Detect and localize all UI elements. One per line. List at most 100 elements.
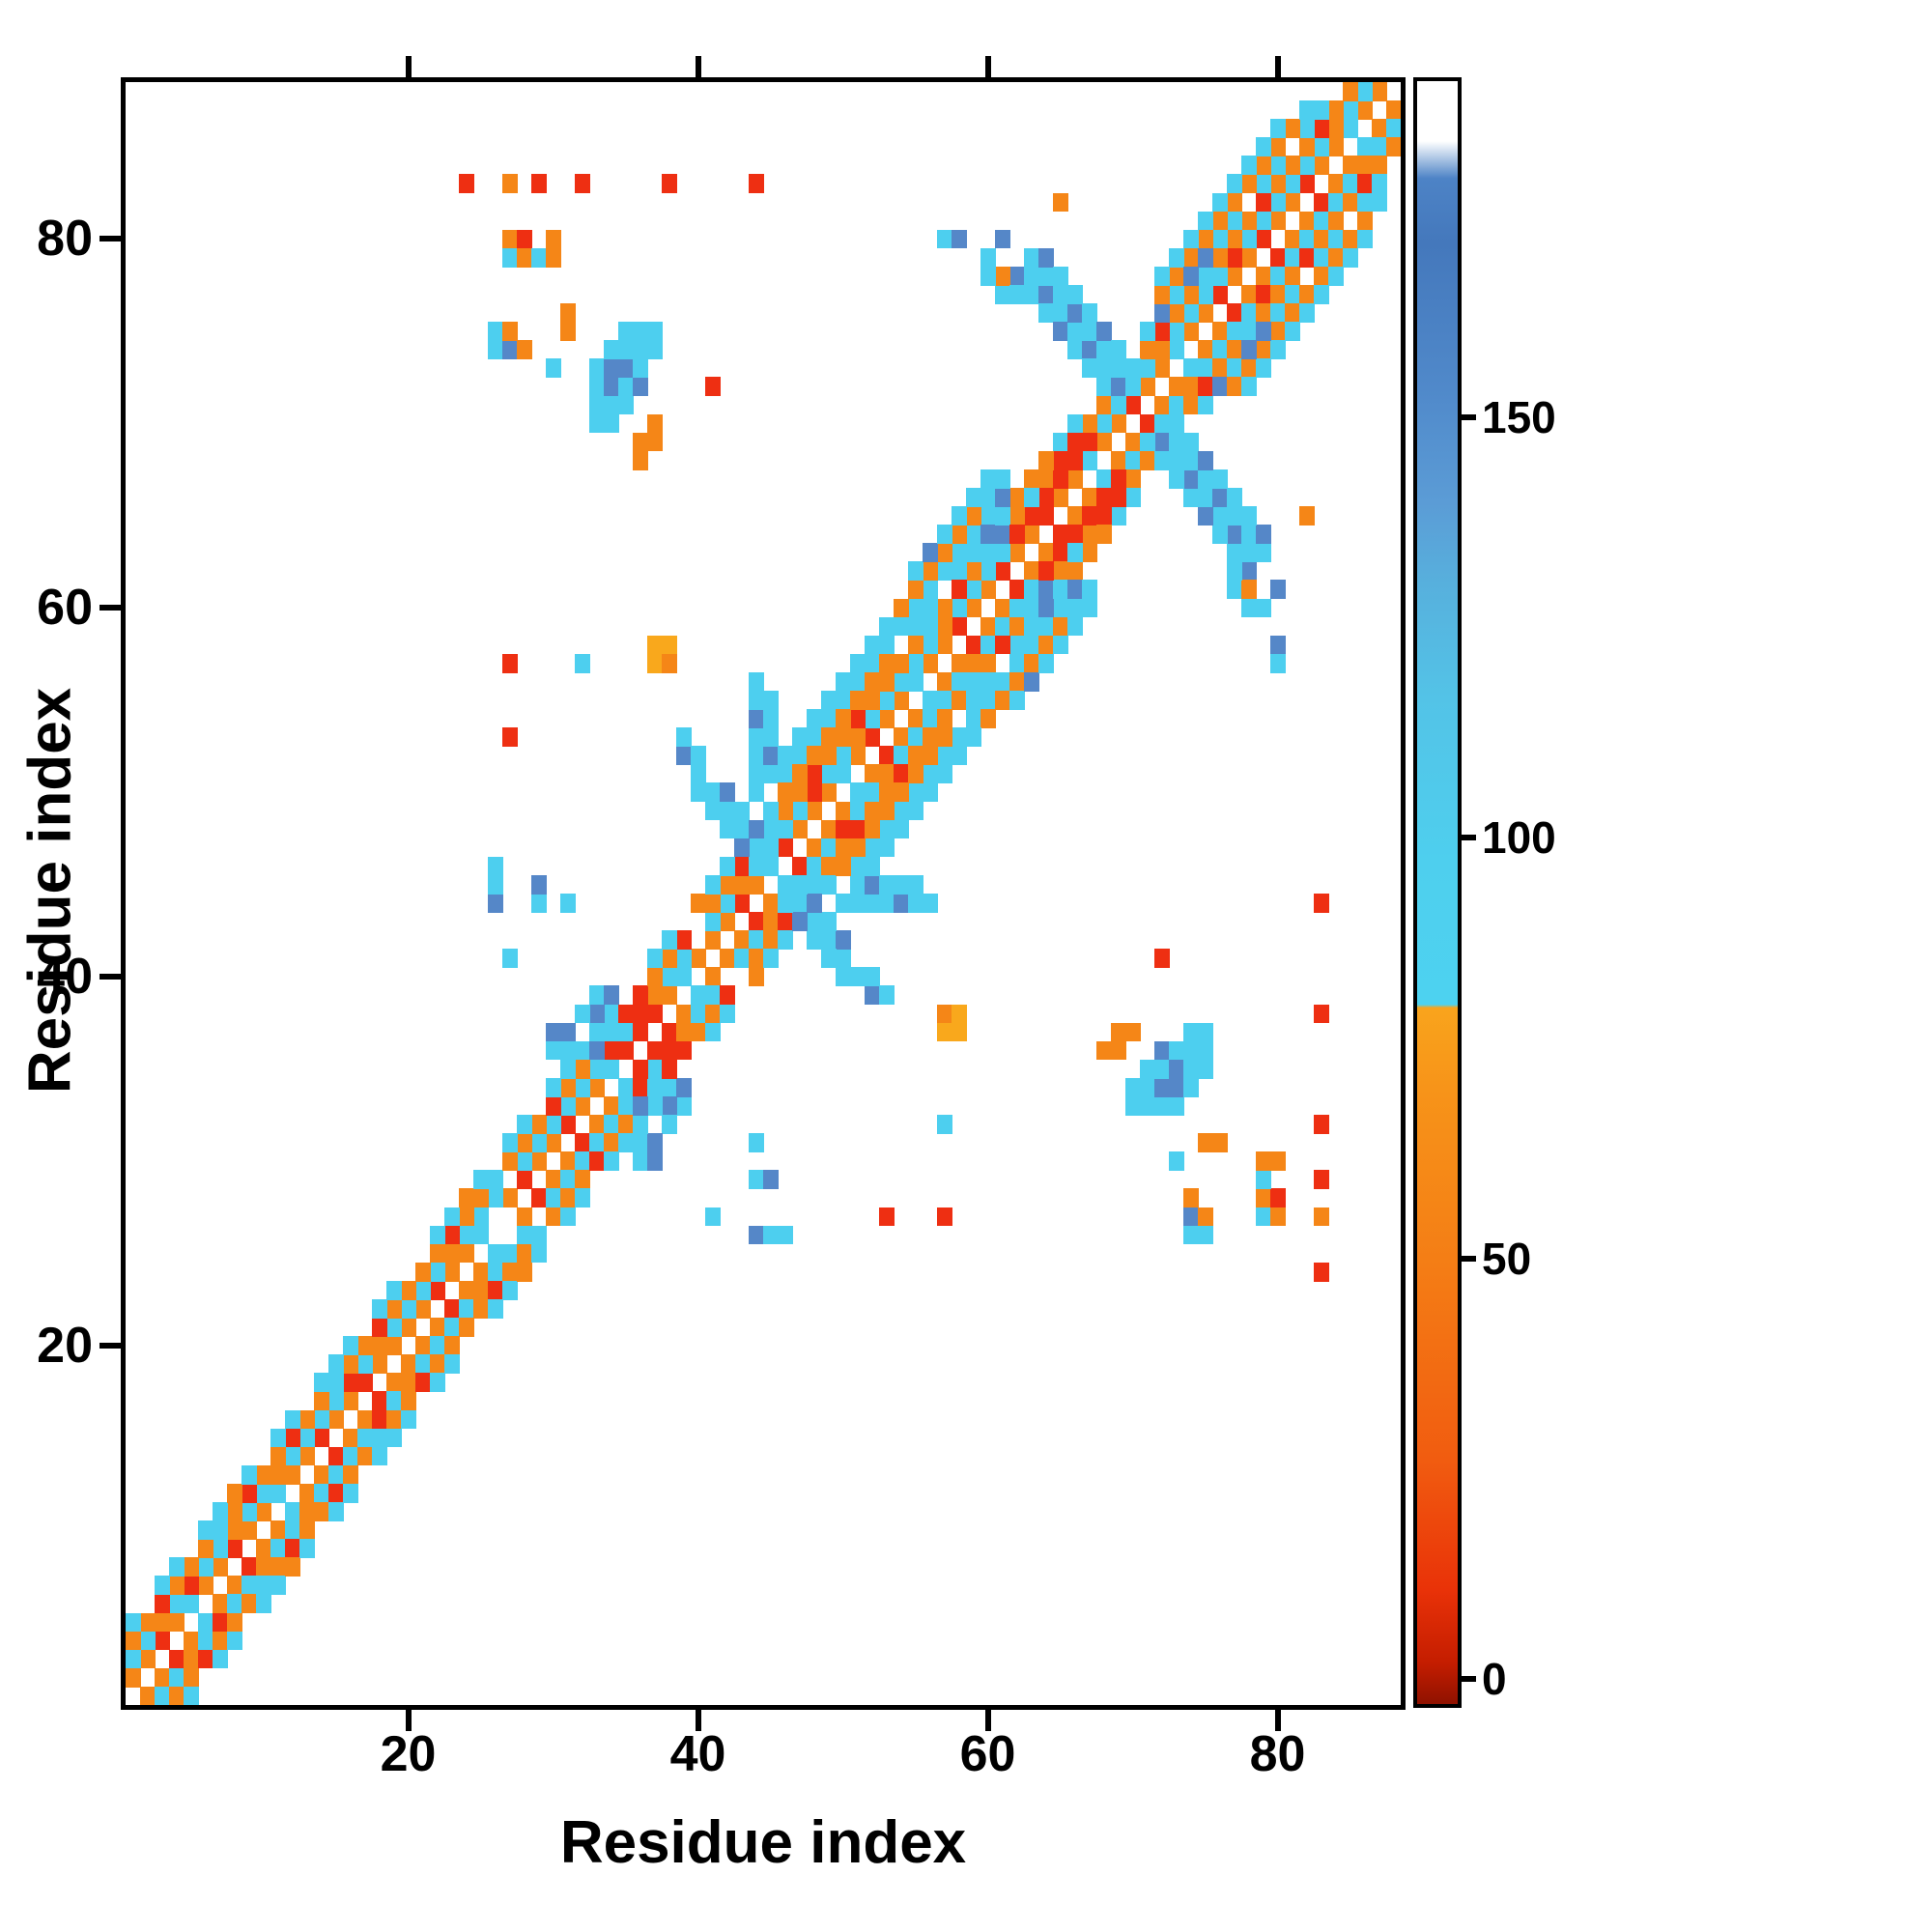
contact-cell	[198, 1576, 213, 1596]
contact-cell	[1154, 432, 1170, 452]
contact-cell	[575, 174, 590, 194]
contact-cell	[966, 506, 981, 526]
contact-cell	[242, 1483, 257, 1503]
contact-cell	[386, 1428, 402, 1448]
contact-cell	[1183, 1225, 1199, 1245]
contact-cell	[227, 1594, 242, 1614]
contact-cell	[995, 616, 1010, 637]
contact-cell	[1169, 1077, 1184, 1097]
contact-cell	[966, 561, 981, 582]
colorbar-tick-label: 150	[1482, 392, 1556, 443]
contact-cell	[865, 709, 880, 728]
contact-cell	[908, 561, 923, 582]
contact-cell	[1299, 174, 1315, 194]
contact-cell	[1212, 358, 1228, 379]
contact-cell	[227, 1502, 242, 1521]
contact-cell	[1096, 413, 1112, 434]
contact-cell	[1198, 395, 1213, 415]
contact-cell	[807, 801, 822, 821]
contact-cell	[1198, 266, 1213, 286]
contact-cell	[980, 247, 996, 268]
contact-cell	[1024, 598, 1039, 618]
contact-cell	[1053, 525, 1068, 544]
contact-cell	[1256, 340, 1271, 359]
contact-cell	[749, 930, 764, 950]
contact-cell	[1314, 156, 1329, 176]
contact-cell	[415, 1354, 431, 1374]
contact-cell	[937, 561, 952, 582]
contact-cell	[285, 1464, 300, 1485]
contact-cell	[879, 801, 895, 821]
contact-cell	[676, 1077, 692, 1097]
contact-cell	[1183, 322, 1199, 341]
contact-cell	[1067, 543, 1083, 562]
contact-cell	[1038, 653, 1054, 673]
contact-cell	[1183, 1022, 1199, 1042]
contact-cell	[1256, 1151, 1271, 1171]
contact-cell	[850, 874, 866, 895]
contact-cell	[894, 782, 909, 803]
contact-cell	[850, 838, 866, 858]
y-tick-label: 40	[37, 948, 93, 1005]
contact-cell	[1198, 506, 1213, 526]
contact-cell	[560, 1022, 576, 1042]
contact-cell	[966, 580, 981, 600]
contact-cell	[184, 1631, 199, 1651]
contact-cell	[604, 377, 619, 397]
contact-cell	[749, 912, 764, 931]
contact-cell	[444, 1336, 460, 1355]
contact-cell	[865, 967, 880, 987]
contact-cell	[386, 1409, 402, 1430]
contact-cell	[270, 1464, 286, 1485]
contact-cell	[546, 1207, 561, 1227]
contact-cell	[1270, 285, 1286, 304]
contact-cell	[720, 912, 735, 931]
contact-cell	[575, 1096, 590, 1116]
contact-cell	[705, 1004, 721, 1024]
contact-cell	[213, 1612, 228, 1633]
contact-cell	[1343, 119, 1358, 138]
contact-cell	[1067, 285, 1083, 304]
contact-cell	[1009, 266, 1025, 286]
contact-cell	[1212, 322, 1228, 341]
contact-cell	[1067, 340, 1083, 359]
contact-cell	[517, 1207, 532, 1227]
contact-cell	[343, 1464, 358, 1485]
contact-cell	[604, 985, 619, 1006]
contact-cell	[459, 1243, 474, 1264]
contact-cell	[705, 912, 721, 931]
contact-cell	[691, 985, 706, 1006]
contact-cell	[473, 1207, 489, 1227]
contact-cell	[546, 1040, 561, 1061]
contact-cell	[459, 1225, 474, 1245]
contact-cell	[488, 1262, 503, 1282]
contact-cell	[604, 1115, 619, 1134]
contact-cell	[633, 432, 648, 452]
contact-cell	[1227, 377, 1242, 397]
contact-cell	[473, 1280, 489, 1300]
contact-cell	[589, 1115, 605, 1134]
contact-cell	[633, 1151, 648, 1171]
contact-cell	[1314, 100, 1329, 120]
contact-cell	[604, 358, 619, 379]
contact-cell	[1270, 1151, 1286, 1171]
contact-cell	[604, 413, 619, 434]
contact-cell	[1169, 322, 1184, 341]
contact-cell	[560, 1151, 576, 1171]
contact-cell	[1212, 506, 1228, 526]
contact-cell	[213, 1631, 228, 1651]
contact-cell	[531, 1188, 547, 1208]
contact-cell	[328, 1483, 344, 1503]
contact-cell	[184, 1649, 199, 1669]
contact-cell	[1241, 377, 1257, 397]
contact-cell	[256, 1557, 271, 1577]
contact-cell	[502, 1188, 518, 1208]
contact-cell	[531, 247, 547, 268]
contact-cell	[937, 1207, 952, 1227]
contact-cell	[1111, 395, 1126, 415]
contact-cell	[807, 782, 822, 803]
contact-cell	[937, 691, 952, 710]
contact-cell	[1125, 1077, 1141, 1097]
contact-cell	[647, 1040, 663, 1061]
contact-cell	[357, 1446, 373, 1466]
